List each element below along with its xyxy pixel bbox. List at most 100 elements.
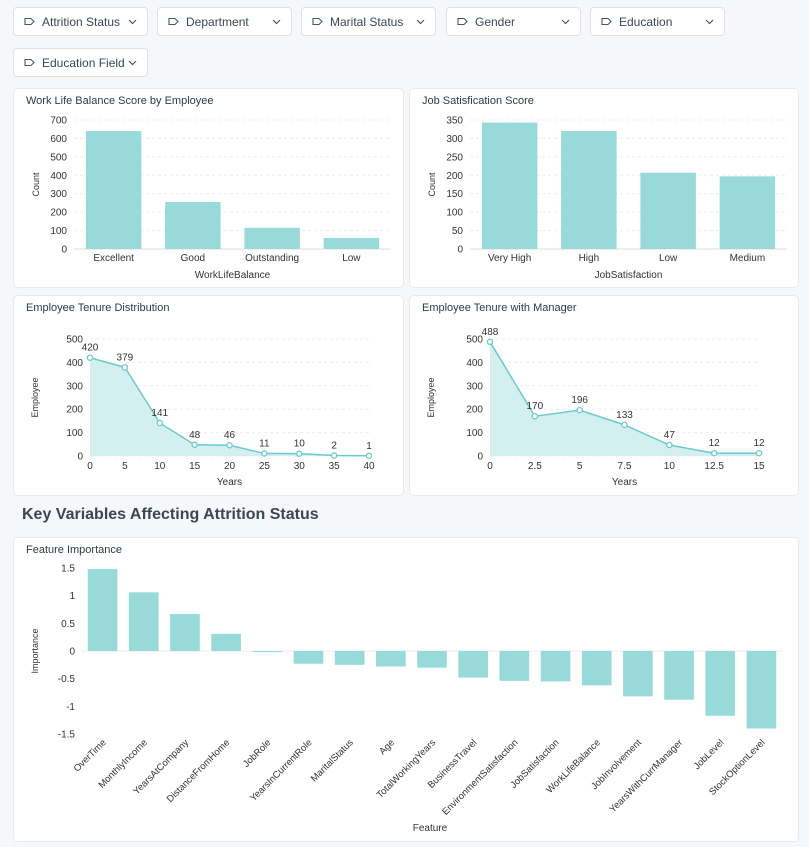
data-label: 1 (366, 441, 372, 452)
chart-card-work-life-balance: Work Life Balance Score by Employee 0 100… (13, 88, 404, 288)
data-label: 12 (753, 438, 765, 449)
data-label: 170 (526, 401, 543, 412)
data-label: 196 (571, 395, 588, 406)
bar (244, 228, 299, 249)
x-tick-label: 30 (294, 461, 306, 472)
x-tick-label: OverTime (72, 737, 109, 774)
y-axis-label: Importance (30, 628, 40, 673)
data-label: 420 (82, 343, 99, 354)
data-point (712, 451, 717, 456)
x-tick-label: High (579, 253, 600, 264)
x-tick-label: JobRole (241, 737, 273, 769)
x-tick-label: JobLevel (692, 737, 727, 772)
x-tick-label: 15 (189, 461, 201, 472)
tag-icon (24, 17, 35, 26)
data-label: 48 (189, 430, 201, 441)
bar (129, 592, 159, 651)
data-point (192, 442, 197, 447)
y-tick-label: 300 (446, 134, 463, 145)
x-tick-label: 40 (363, 461, 375, 472)
data-label: 133 (616, 410, 633, 421)
x-axis-label: Years (217, 477, 242, 488)
y-tick-label: 350 (446, 116, 463, 127)
bar (170, 614, 200, 651)
x-tick-label: 12.5 (704, 461, 724, 472)
data-point (756, 451, 761, 456)
y-tick-label: 500 (50, 152, 67, 163)
y-tick-label: 100 (466, 428, 483, 439)
y-tick-label: 300 (50, 189, 67, 200)
y-tick-label: 200 (466, 405, 483, 416)
y-axis-label: Count (31, 172, 41, 197)
bar (252, 651, 282, 652)
filter-marital-status[interactable]: Marital Status (301, 7, 436, 36)
data-label: 141 (151, 408, 168, 419)
x-tick-label: 20 (224, 461, 236, 472)
x-tick-label: 5 (577, 461, 583, 472)
x-tick-label: Low (342, 253, 361, 264)
x-axis-label: WorkLifeBalance (195, 270, 271, 281)
y-tick-label: 300 (66, 381, 83, 392)
y-tick-label: -1.5 (58, 730, 76, 741)
x-tick-label: 7.5 (618, 461, 632, 472)
y-tick-label: 100 (446, 208, 463, 219)
data-point (297, 451, 302, 456)
bar (86, 131, 141, 249)
y-tick-label: 600 (50, 134, 67, 145)
tag-icon (24, 58, 35, 67)
data-label: 11 (259, 438, 270, 449)
y-tick-label: 150 (446, 189, 463, 200)
x-tick-label: 2.5 (528, 461, 542, 472)
x-tick-label: EnvironmentSatisfaction (440, 737, 520, 817)
filter-department[interactable]: Department (157, 7, 292, 36)
data-label: 2 (331, 441, 337, 452)
y-tick-label: -0.5 (58, 674, 76, 685)
filter-education-field[interactable]: Education Field (13, 48, 148, 77)
chevron-down-icon (705, 19, 714, 25)
data-label: 10 (294, 439, 306, 450)
job-satisfaction-chart: 050100150200250300350CountVery High High L… (410, 89, 800, 289)
y-tick-label: 0 (477, 452, 483, 463)
work-life-balance-chart: 0100200300400500600700CountExcellent Good… (14, 89, 405, 289)
data-point (332, 453, 337, 458)
y-tick-label: 1.5 (61, 564, 75, 575)
chevron-down-icon (416, 19, 425, 25)
filter-gender[interactable]: Gender (446, 7, 581, 36)
data-label: 12 (709, 438, 721, 449)
y-tick-label: -1 (66, 702, 75, 713)
y-tick-label: 700 (50, 116, 67, 127)
data-point (227, 443, 232, 448)
chart-card-tenure-with-manager: Employee Tenure with Manager 0 100 200 300 4… (409, 295, 799, 496)
x-axis-label: JobSatisfaction (595, 270, 663, 281)
x-tick-label: 5 (122, 461, 128, 472)
tenure-distribution-chart: 0100200300400500Employee4200379514110481… (14, 296, 405, 497)
x-axis-label: Years (612, 477, 637, 488)
y-tick-label: 0 (457, 245, 463, 256)
x-tick-label: YearsWithCurrManager (607, 737, 685, 815)
bar (88, 569, 118, 651)
bar (482, 123, 537, 249)
bar (294, 651, 324, 664)
feature-importance-chart: -1.5-1-0.500.511.5ImportanceOverTimeMont… (14, 538, 800, 843)
data-point (667, 442, 672, 447)
y-tick-label: 400 (466, 358, 483, 369)
bar (211, 634, 241, 651)
y-tick-label: 0.5 (61, 619, 75, 630)
bar (335, 651, 365, 665)
chevron-down-icon (272, 19, 281, 25)
filter-attrition-status[interactable]: Attrition Status (13, 7, 148, 36)
bar (582, 651, 612, 685)
tenure-with-manager-chart: 0100200300400500Employee48801702.5196513… (410, 296, 800, 497)
y-axis-label: Employee (426, 377, 436, 417)
bar (500, 651, 530, 681)
y-tick-label: 0 (69, 647, 75, 658)
filter-label: Education (619, 15, 705, 29)
filter-label: Attrition Status (42, 15, 128, 29)
filter-education[interactable]: Education (590, 7, 725, 36)
x-tick-label: 0 (487, 461, 493, 472)
y-tick-label: 300 (466, 381, 483, 392)
data-point (157, 420, 162, 425)
x-tick-label: Excellent (93, 253, 134, 264)
y-tick-label: 200 (446, 171, 463, 182)
data-point (87, 355, 92, 360)
